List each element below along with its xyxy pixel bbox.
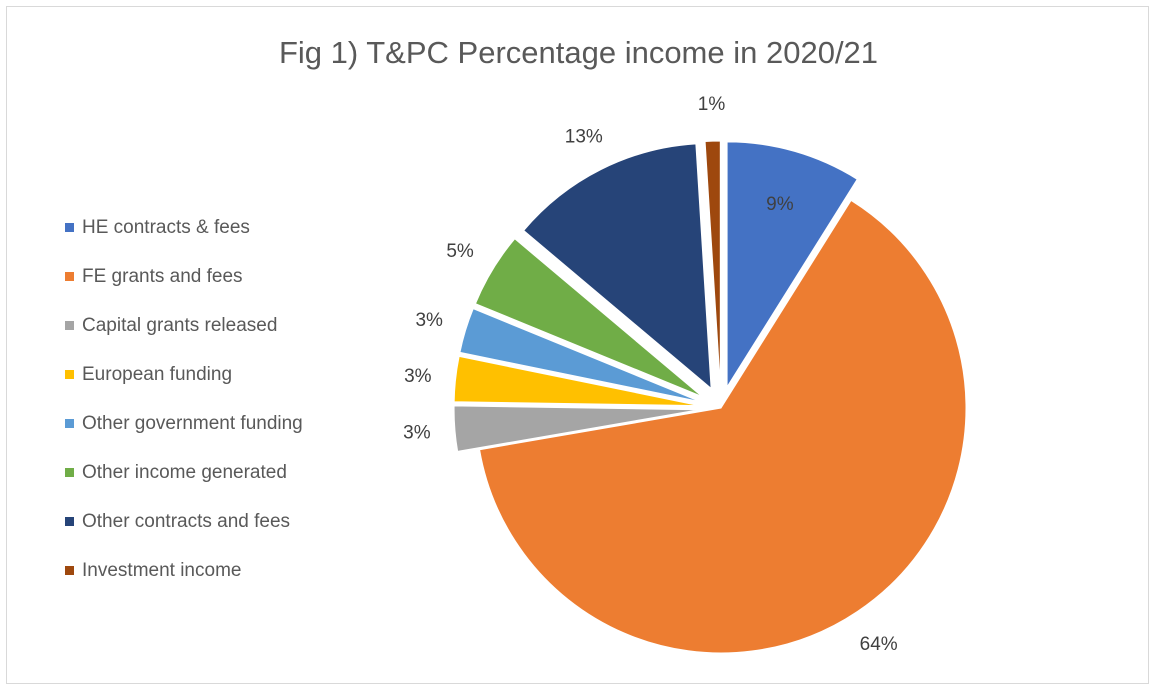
legend-item: Other contracts and fees: [65, 497, 303, 546]
data-label: 1%: [698, 94, 726, 115]
pie-slice: [704, 140, 721, 387]
pie-slice: [459, 308, 701, 403]
legend-item: Other income generated: [65, 448, 303, 497]
legend-swatch: [65, 223, 74, 232]
legend-swatch: [65, 468, 74, 477]
data-label: 3%: [415, 310, 443, 331]
legend-swatch: [65, 272, 74, 281]
pie-slice: [474, 238, 703, 398]
legend-swatch: [65, 566, 74, 575]
legend-label: Investment income: [82, 559, 242, 581]
pie-slice: [522, 143, 712, 390]
chart-title: Fig 1) T&PC Percentage income in 2020/21: [278, 35, 879, 70]
legend-swatch: [65, 321, 74, 330]
legend-swatch: [65, 419, 74, 428]
legend: HE contracts & fees FE grants and fees C…: [65, 203, 303, 595]
data-label: 9%: [766, 194, 794, 215]
legend-label: Capital grants released: [82, 314, 278, 336]
chart-frame: Fig 1) T&PC Percentage income in 2020/21…: [6, 6, 1149, 684]
pie-slice: [453, 355, 700, 407]
legend-label: European funding: [82, 363, 233, 385]
legend-swatch: [65, 370, 74, 379]
legend-label: Other government funding: [82, 412, 303, 434]
legend-label: Other contracts and fees: [82, 510, 291, 532]
pie-slice: [478, 199, 967, 654]
data-label: 3%: [403, 423, 431, 444]
pie-slice: [726, 141, 858, 389]
data-label: 64%: [860, 634, 898, 655]
legend-label: HE contracts & fees: [82, 216, 250, 238]
pie-chart: 9% 64% 3% 3% 3% 5% 13% 1%: [403, 94, 967, 655]
legend-label: Other income generated: [82, 461, 287, 483]
legend-swatch: [65, 517, 74, 526]
legend-item: HE contracts & fees: [65, 203, 303, 252]
legend-label: FE grants and fees: [82, 265, 243, 287]
legend-item: FE grants and fees: [65, 252, 303, 301]
legend-item: European funding: [65, 350, 303, 399]
legend-item: Investment income: [65, 546, 303, 595]
data-label: 3%: [404, 366, 432, 387]
data-label: 5%: [446, 241, 474, 262]
data-label: 13%: [565, 127, 603, 148]
pie-slice: [453, 405, 700, 452]
legend-item: Capital grants released: [65, 301, 303, 350]
legend-item: Other government funding: [65, 399, 303, 448]
